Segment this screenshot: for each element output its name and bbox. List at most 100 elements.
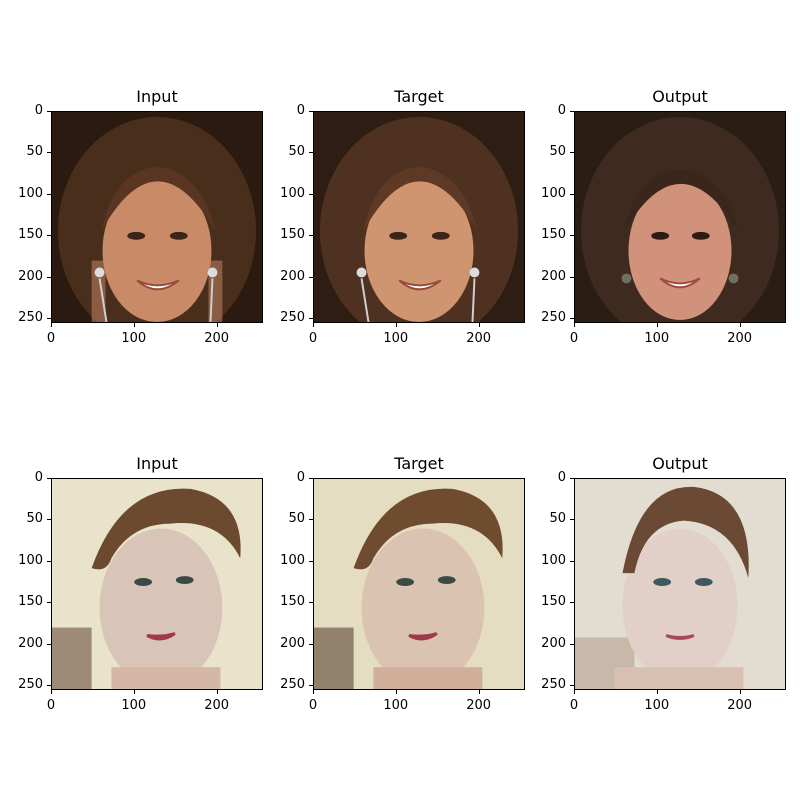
x-tick-label: 0 — [46, 698, 56, 713]
y-tick-mark — [570, 602, 574, 604]
x-tick-mark — [656, 323, 658, 327]
y-tick-mark — [309, 685, 313, 687]
y-tick-label: 50 — [26, 144, 43, 160]
x-tick-label: 200 — [204, 331, 230, 346]
y-tick-mark — [47, 519, 51, 521]
face-image-woman-long-hair-target — [314, 112, 524, 322]
y-tick-label: 0 — [34, 103, 43, 118]
y-tick-label: 50 — [288, 144, 305, 160]
x-tick-label: 100 — [383, 331, 409, 346]
y-tick-label: 0 — [34, 470, 43, 485]
y-tick-mark — [309, 643, 313, 645]
y-tick-mark — [47, 152, 51, 154]
image-axes — [574, 111, 786, 323]
x-tick-label: 200 — [727, 331, 753, 346]
image-axes — [313, 111, 525, 323]
x-tick-mark — [133, 323, 135, 327]
y-tick-label: 250 — [18, 310, 43, 326]
y-tick-label: 150 — [18, 594, 43, 610]
image-axes — [574, 478, 786, 690]
y-tick-mark — [570, 193, 574, 195]
panel-title: Output — [652, 87, 708, 106]
y-tick-mark — [570, 478, 574, 479]
y-tick-label: 50 — [288, 511, 305, 527]
y-tick-mark — [309, 193, 313, 195]
y-tick-label: 50 — [549, 511, 566, 527]
x-tick-label: 200 — [727, 698, 753, 713]
x-tick-label: 100 — [121, 698, 147, 713]
x-tick-label: 200 — [466, 331, 492, 346]
y-tick-label: 100 — [280, 552, 305, 568]
y-tick-mark — [570, 560, 574, 562]
y-tick-mark — [309, 602, 313, 604]
y-tick-mark — [570, 276, 574, 278]
face-image-woman-short-hair-target — [314, 479, 524, 689]
x-tick-mark — [739, 323, 741, 327]
y-tick-label: 150 — [280, 227, 305, 243]
x-tick-label: 200 — [204, 698, 230, 713]
image-axes — [51, 111, 263, 323]
x-tick-label: 0 — [308, 331, 318, 346]
y-tick-label: 0 — [557, 103, 566, 118]
y-tick-mark — [570, 519, 574, 521]
panel-title: Target — [394, 87, 444, 106]
y-tick-label: 200 — [18, 268, 43, 284]
y-tick-mark — [47, 560, 51, 562]
panel-title: Output — [652, 454, 708, 473]
y-tick-mark — [47, 602, 51, 604]
y-tick-label: 50 — [26, 511, 43, 527]
x-tick-label: 0 — [46, 331, 56, 346]
y-tick-label: 200 — [18, 635, 43, 651]
y-tick-label: 250 — [18, 677, 43, 693]
y-tick-label: 100 — [18, 552, 43, 568]
x-tick-mark — [51, 690, 52, 694]
image-axes — [313, 478, 525, 690]
y-tick-mark — [309, 276, 313, 278]
x-tick-mark — [216, 690, 218, 694]
y-tick-label: 150 — [541, 594, 566, 610]
y-tick-mark — [309, 519, 313, 521]
y-tick-label: 250 — [280, 310, 305, 326]
face-image-woman-short-hair — [52, 479, 262, 689]
panel-row1-output: Output 0 100 200 0 50 100 150 200 250 — [541, 87, 786, 346]
y-tick-mark — [47, 111, 51, 112]
panel-row1-target: Target 0 100 200 0 50 100 150 200 250 — [280, 87, 525, 346]
y-tick-mark — [570, 318, 574, 320]
panel-row1-input: Input 0 100 200 0 50 100 150 200 250 — [18, 87, 263, 346]
y-tick-label: 0 — [296, 103, 305, 118]
x-tick-label: 100 — [121, 331, 147, 346]
y-tick-label: 150 — [18, 227, 43, 243]
x-tick-label: 0 — [569, 698, 579, 713]
panel-title: Input — [136, 87, 178, 106]
x-tick-mark — [216, 323, 218, 327]
y-tick-label: 250 — [541, 310, 566, 326]
panel-title: Target — [394, 454, 444, 473]
y-tick-label: 100 — [18, 185, 43, 201]
panel-row2-output: Output 0 100 200 0 50 100 150 200 250 — [541, 454, 786, 713]
x-tick-mark — [574, 323, 575, 327]
y-tick-mark — [309, 235, 313, 237]
y-tick-mark — [47, 318, 51, 320]
x-tick-label: 200 — [466, 698, 492, 713]
y-tick-mark — [309, 318, 313, 320]
panel-row2-target: Target 0 100 200 0 50 100 150 200 250 — [280, 454, 525, 713]
x-tick-mark — [478, 323, 480, 327]
y-tick-mark — [47, 478, 51, 479]
y-tick-label: 150 — [280, 594, 305, 610]
y-tick-mark — [570, 643, 574, 645]
panel-title: Input — [136, 454, 178, 473]
face-image-woman-short-hair-output — [575, 479, 785, 689]
y-tick-mark — [47, 193, 51, 195]
x-tick-mark — [313, 323, 314, 327]
x-tick-mark — [313, 690, 314, 694]
y-tick-mark — [47, 643, 51, 645]
y-tick-mark — [309, 560, 313, 562]
y-tick-label: 200 — [541, 635, 566, 651]
x-tick-mark — [478, 690, 480, 694]
y-tick-label: 0 — [296, 470, 305, 485]
image-axes — [51, 478, 263, 690]
x-tick-mark — [133, 690, 135, 694]
y-tick-mark — [570, 111, 574, 112]
y-tick-label: 200 — [541, 268, 566, 284]
y-tick-label: 100 — [541, 552, 566, 568]
